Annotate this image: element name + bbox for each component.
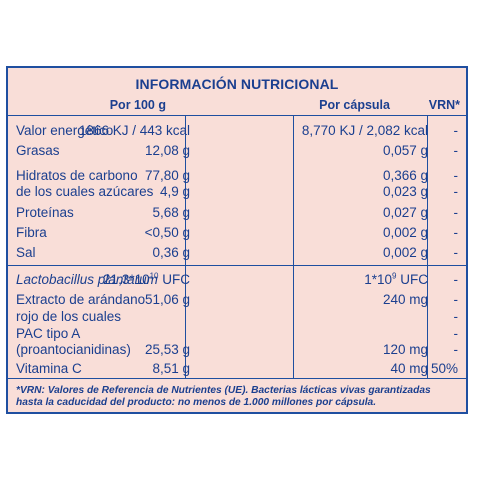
extract-vrn-4: - — [453, 342, 459, 357]
vitamin-c-per100: 8,51 g — [152, 361, 190, 376]
probiotic-per100-base: 21,3*10 — [103, 272, 150, 287]
probiotic-per100-unit: UFC — [158, 272, 190, 287]
row-vrn: - — [453, 184, 459, 199]
pac-per-capsule: 120 mg — [382, 342, 428, 357]
header-per-100g: Por 100 g — [109, 98, 166, 112]
probiotic-label: Lactobacillus plantarum — [16, 272, 158, 287]
row-vrn: - — [453, 143, 459, 158]
divider-col-2 — [293, 115, 294, 378]
pac-per100: 25,53 g — [144, 342, 190, 357]
row-per100: 12,08 g — [144, 143, 190, 158]
row-per100: 1866 KJ / 443 kcal — [78, 123, 190, 138]
row-vrn: - — [453, 123, 459, 138]
extract-vrn-2: - — [453, 309, 459, 324]
divider-header — [8, 115, 466, 116]
probiotic-per100-exp: 10 — [149, 271, 159, 281]
vitamin-c-per-capsule: 40 mg — [390, 361, 428, 376]
row-per100: 0,36 g — [152, 245, 190, 260]
row-label: Fibra — [16, 225, 47, 240]
vitamin-c-label: Vitamina C — [16, 361, 82, 376]
row-per-capsule: 0,057 g — [382, 143, 428, 158]
table-title: INFORMACIÓN NUTRICIONAL — [135, 76, 339, 92]
row-vrn: - — [453, 245, 459, 260]
row-label: Sal — [16, 245, 36, 260]
extract-label-4: (proantocianidinas) — [16, 342, 131, 357]
row-label: Proteínas — [16, 205, 74, 220]
extract-vrn-3: - — [453, 326, 459, 341]
probiotic-capsule-base: 1*10 — [364, 272, 393, 287]
row-per100: 4,9 g — [159, 184, 190, 199]
extract-per-capsule: 240 mg — [382, 292, 428, 307]
nutrition-table: INFORMACIÓN NUTRICIONAL Por 100 g Por cá… — [6, 66, 468, 414]
divider-col-1 — [185, 115, 186, 378]
extract-label-3: PAC tipo A — [16, 326, 81, 341]
probiotic-capsule-exp: 9 — [392, 271, 397, 281]
row-per100: 5,68 g — [152, 205, 190, 220]
row-label: Grasas — [16, 143, 60, 158]
footnote-line-1: *VRN: Valores de Referencia de Nutriente… — [16, 385, 431, 396]
probiotic-vrn: - — [453, 272, 459, 287]
probiotic-capsule-unit: UFC — [396, 272, 428, 287]
divider-col-3 — [427, 115, 428, 378]
row-per-capsule: 0,366 g — [382, 168, 428, 183]
header-vrn: VRN* — [428, 98, 460, 112]
vitamin-c-vrn: 50% — [430, 361, 458, 376]
extract-label-1: Extracto de arándano — [16, 292, 146, 307]
row-per-capsule: 0,002 g — [382, 225, 428, 240]
divider-probiotic — [8, 265, 466, 266]
row-vrn: - — [453, 168, 459, 183]
row-per-capsule: 0,027 g — [382, 205, 428, 220]
extract-per100: 51,06 g — [144, 292, 190, 307]
row-label: de los cuales azúcares — [16, 184, 154, 199]
divider-footnote — [8, 378, 466, 379]
row-per-capsule: 0,023 g — [382, 184, 428, 199]
row-label: Valor energético — [16, 123, 114, 138]
probiotic-per-capsule: 1*109 UFC — [364, 272, 428, 288]
footnote: *VRN: Valores de Referencia de Nutriente… — [16, 385, 460, 409]
row-vrn: - — [453, 225, 459, 240]
extract-vrn-1: - — [453, 292, 459, 307]
row-per-capsule: 8,770 KJ / 2,082 kcal — [301, 123, 428, 138]
row-per100: 77,80 g — [144, 168, 190, 183]
row-vrn: - — [453, 205, 459, 220]
row-label: Hidratos de carbono — [16, 168, 138, 183]
extract-label-2: rojo de los cuales — [16, 309, 122, 324]
probiotic-per100: 21,3*1010 UFC — [103, 272, 190, 288]
header-per-capsule: Por cápsula — [319, 98, 390, 112]
footnote-line-2: hasta la caducidad del producto: no meno… — [16, 397, 377, 408]
row-per100: <0,50 g — [144, 225, 190, 240]
row-per-capsule: 0,002 g — [382, 245, 428, 260]
